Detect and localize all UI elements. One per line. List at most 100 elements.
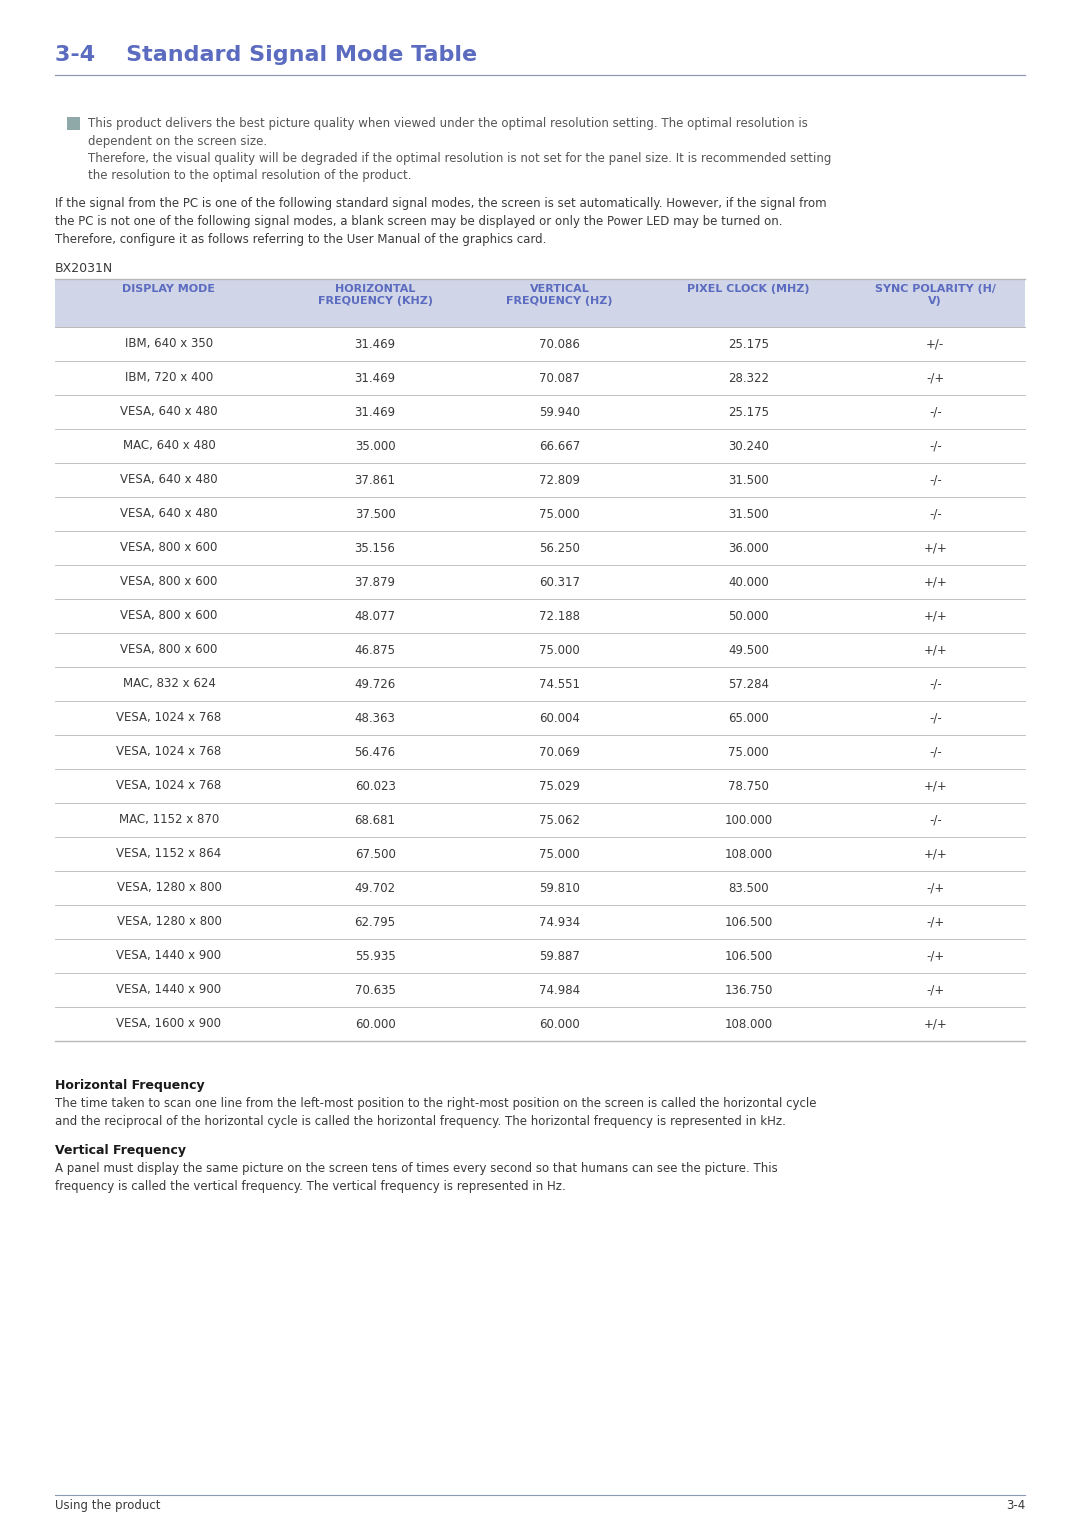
FancyBboxPatch shape <box>55 837 1025 870</box>
Text: 56.476: 56.476 <box>354 745 395 759</box>
Text: MAC, 1152 x 870: MAC, 1152 x 870 <box>119 814 219 826</box>
Text: 48.363: 48.363 <box>354 712 395 724</box>
Text: 36.000: 36.000 <box>728 542 769 554</box>
Text: 55.935: 55.935 <box>354 950 395 962</box>
Text: 106.500: 106.500 <box>725 950 772 962</box>
Text: 67.500: 67.500 <box>354 847 395 861</box>
Text: 65.000: 65.000 <box>728 712 769 724</box>
FancyBboxPatch shape <box>55 701 1025 734</box>
Text: 68.681: 68.681 <box>354 814 395 826</box>
FancyBboxPatch shape <box>67 118 80 130</box>
Text: 75.000: 75.000 <box>539 507 580 521</box>
Text: VESA, 640 x 480: VESA, 640 x 480 <box>120 473 218 487</box>
Text: 108.000: 108.000 <box>725 1017 772 1031</box>
Text: 62.795: 62.795 <box>354 916 395 928</box>
Text: VESA, 800 x 600: VESA, 800 x 600 <box>120 542 218 554</box>
Text: -/+: -/+ <box>927 371 944 385</box>
Text: 72.188: 72.188 <box>539 609 580 623</box>
Text: -/+: -/+ <box>927 881 944 895</box>
Text: 60.317: 60.317 <box>539 576 580 588</box>
FancyBboxPatch shape <box>55 360 1025 395</box>
Text: +/+: +/+ <box>923 609 947 623</box>
FancyBboxPatch shape <box>55 906 1025 939</box>
Text: Vertical Frequency: Vertical Frequency <box>55 1144 186 1157</box>
Text: 50.000: 50.000 <box>728 609 769 623</box>
Text: VESA, 800 x 600: VESA, 800 x 600 <box>120 609 218 623</box>
Text: 3-4    Standard Signal Mode Table: 3-4 Standard Signal Mode Table <box>55 44 477 66</box>
FancyBboxPatch shape <box>55 279 1025 327</box>
Text: VESA, 1440 x 900: VESA, 1440 x 900 <box>117 983 221 997</box>
Text: -/-: -/- <box>929 712 942 724</box>
Text: 59.810: 59.810 <box>539 881 580 895</box>
Text: 56.250: 56.250 <box>539 542 580 554</box>
Text: VESA, 1440 x 900: VESA, 1440 x 900 <box>117 950 221 962</box>
FancyBboxPatch shape <box>55 803 1025 837</box>
Text: 49.702: 49.702 <box>354 881 395 895</box>
Text: 75.000: 75.000 <box>539 643 580 657</box>
Text: 83.500: 83.500 <box>728 881 769 895</box>
Text: 37.861: 37.861 <box>354 473 395 487</box>
Text: 31.500: 31.500 <box>728 507 769 521</box>
Text: 108.000: 108.000 <box>725 847 772 861</box>
Text: 74.551: 74.551 <box>539 678 580 690</box>
FancyBboxPatch shape <box>55 395 1025 429</box>
Text: 31.469: 31.469 <box>354 337 395 351</box>
Text: VESA, 640 x 480: VESA, 640 x 480 <box>120 406 218 418</box>
Text: +/+: +/+ <box>923 847 947 861</box>
FancyBboxPatch shape <box>55 939 1025 973</box>
Text: +/-: +/- <box>927 337 944 351</box>
Text: +/+: +/+ <box>923 779 947 793</box>
Text: VESA, 1152 x 864: VESA, 1152 x 864 <box>117 847 221 861</box>
Text: 60.000: 60.000 <box>539 1017 580 1031</box>
Text: 37.500: 37.500 <box>354 507 395 521</box>
Text: 46.875: 46.875 <box>354 643 395 657</box>
Text: A panel must display the same picture on the screen tens of times every second s: A panel must display the same picture on… <box>55 1162 778 1193</box>
FancyBboxPatch shape <box>55 634 1025 667</box>
Text: 59.940: 59.940 <box>539 406 580 418</box>
Text: 28.322: 28.322 <box>728 371 769 385</box>
Text: 78.750: 78.750 <box>728 779 769 793</box>
Text: -/-: -/- <box>929 440 942 452</box>
FancyBboxPatch shape <box>55 463 1025 496</box>
Text: +/+: +/+ <box>923 542 947 554</box>
Text: 31.500: 31.500 <box>728 473 769 487</box>
Text: 40.000: 40.000 <box>728 576 769 588</box>
Text: If the signal from the PC is one of the following standard signal modes, the scr: If the signal from the PC is one of the … <box>55 197 826 246</box>
Text: -/-: -/- <box>929 473 942 487</box>
Text: VESA, 1024 x 768: VESA, 1024 x 768 <box>117 779 221 793</box>
Text: VESA, 1024 x 768: VESA, 1024 x 768 <box>117 712 221 724</box>
Text: 35.000: 35.000 <box>355 440 395 452</box>
Text: PIXEL CLOCK (MHZ): PIXEL CLOCK (MHZ) <box>687 284 810 295</box>
Text: Horizontal Frequency: Horizontal Frequency <box>55 1080 204 1092</box>
Text: 3-4: 3-4 <box>1005 1500 1025 1512</box>
Text: 70.087: 70.087 <box>539 371 580 385</box>
Text: 25.175: 25.175 <box>728 337 769 351</box>
FancyBboxPatch shape <box>55 565 1025 599</box>
Text: 106.500: 106.500 <box>725 916 772 928</box>
Text: 35.156: 35.156 <box>354 542 395 554</box>
Text: The time taken to scan one line from the left-most position to the right-most po: The time taken to scan one line from the… <box>55 1096 816 1128</box>
Text: HORIZONTAL
FREQUENCY (KHZ): HORIZONTAL FREQUENCY (KHZ) <box>318 284 433 307</box>
Text: 75.062: 75.062 <box>539 814 580 826</box>
Text: 60.000: 60.000 <box>354 1017 395 1031</box>
Text: VESA, 640 x 480: VESA, 640 x 480 <box>120 507 218 521</box>
Text: 100.000: 100.000 <box>725 814 772 826</box>
Text: IBM, 720 x 400: IBM, 720 x 400 <box>125 371 213 385</box>
Text: 74.934: 74.934 <box>539 916 580 928</box>
Text: 37.879: 37.879 <box>354 576 395 588</box>
Text: 75.000: 75.000 <box>728 745 769 759</box>
FancyBboxPatch shape <box>55 973 1025 1006</box>
Text: Using the product: Using the product <box>55 1500 161 1512</box>
Text: -/-: -/- <box>929 678 942 690</box>
Text: MAC, 640 x 480: MAC, 640 x 480 <box>123 440 215 452</box>
Text: VERTICAL
FREQUENCY (HZ): VERTICAL FREQUENCY (HZ) <box>507 284 612 307</box>
FancyBboxPatch shape <box>55 1006 1025 1041</box>
FancyBboxPatch shape <box>55 734 1025 770</box>
Text: VESA, 1600 x 900: VESA, 1600 x 900 <box>117 1017 221 1031</box>
Text: 49.726: 49.726 <box>354 678 395 690</box>
Text: -/+: -/+ <box>927 916 944 928</box>
Text: 60.023: 60.023 <box>354 779 395 793</box>
Text: -/+: -/+ <box>927 950 944 962</box>
Text: VESA, 1280 x 800: VESA, 1280 x 800 <box>117 881 221 895</box>
Text: 70.635: 70.635 <box>354 983 395 997</box>
